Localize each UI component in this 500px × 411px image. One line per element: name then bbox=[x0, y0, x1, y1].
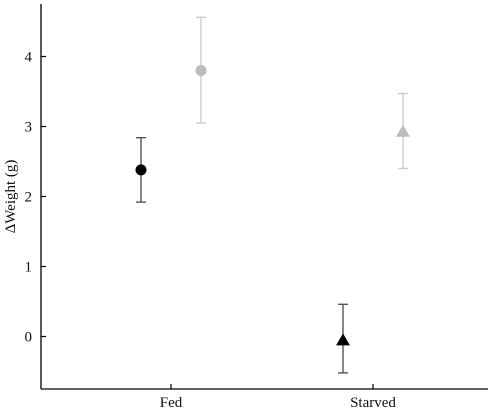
point-circle-marker bbox=[135, 164, 147, 176]
point-triangle-marker bbox=[336, 333, 350, 346]
y-tick-label: 4 bbox=[25, 50, 33, 66]
y-tick-label: 0 bbox=[25, 330, 33, 346]
data-point-group bbox=[336, 303, 350, 374]
point-triangle-marker bbox=[396, 124, 410, 137]
y-tick-label: 3 bbox=[25, 120, 33, 136]
y-axis-label: ΔWeight (g) bbox=[3, 160, 19, 234]
data-point-group bbox=[195, 16, 207, 124]
x-tick-label: Starved bbox=[350, 395, 396, 411]
y-tick-label: 1 bbox=[25, 260, 33, 276]
x-ticks: Fed Starved bbox=[160, 384, 396, 411]
y-ticks: 0 1 2 3 4 bbox=[25, 50, 46, 346]
y-tick-label: 2 bbox=[25, 190, 33, 206]
axes bbox=[40, 4, 488, 390]
x-tick-label: Fed bbox=[160, 395, 183, 411]
data-marks bbox=[135, 16, 410, 374]
data-point-group bbox=[396, 92, 410, 170]
point-circle-marker bbox=[195, 65, 207, 76]
data-point-group bbox=[135, 136, 147, 203]
